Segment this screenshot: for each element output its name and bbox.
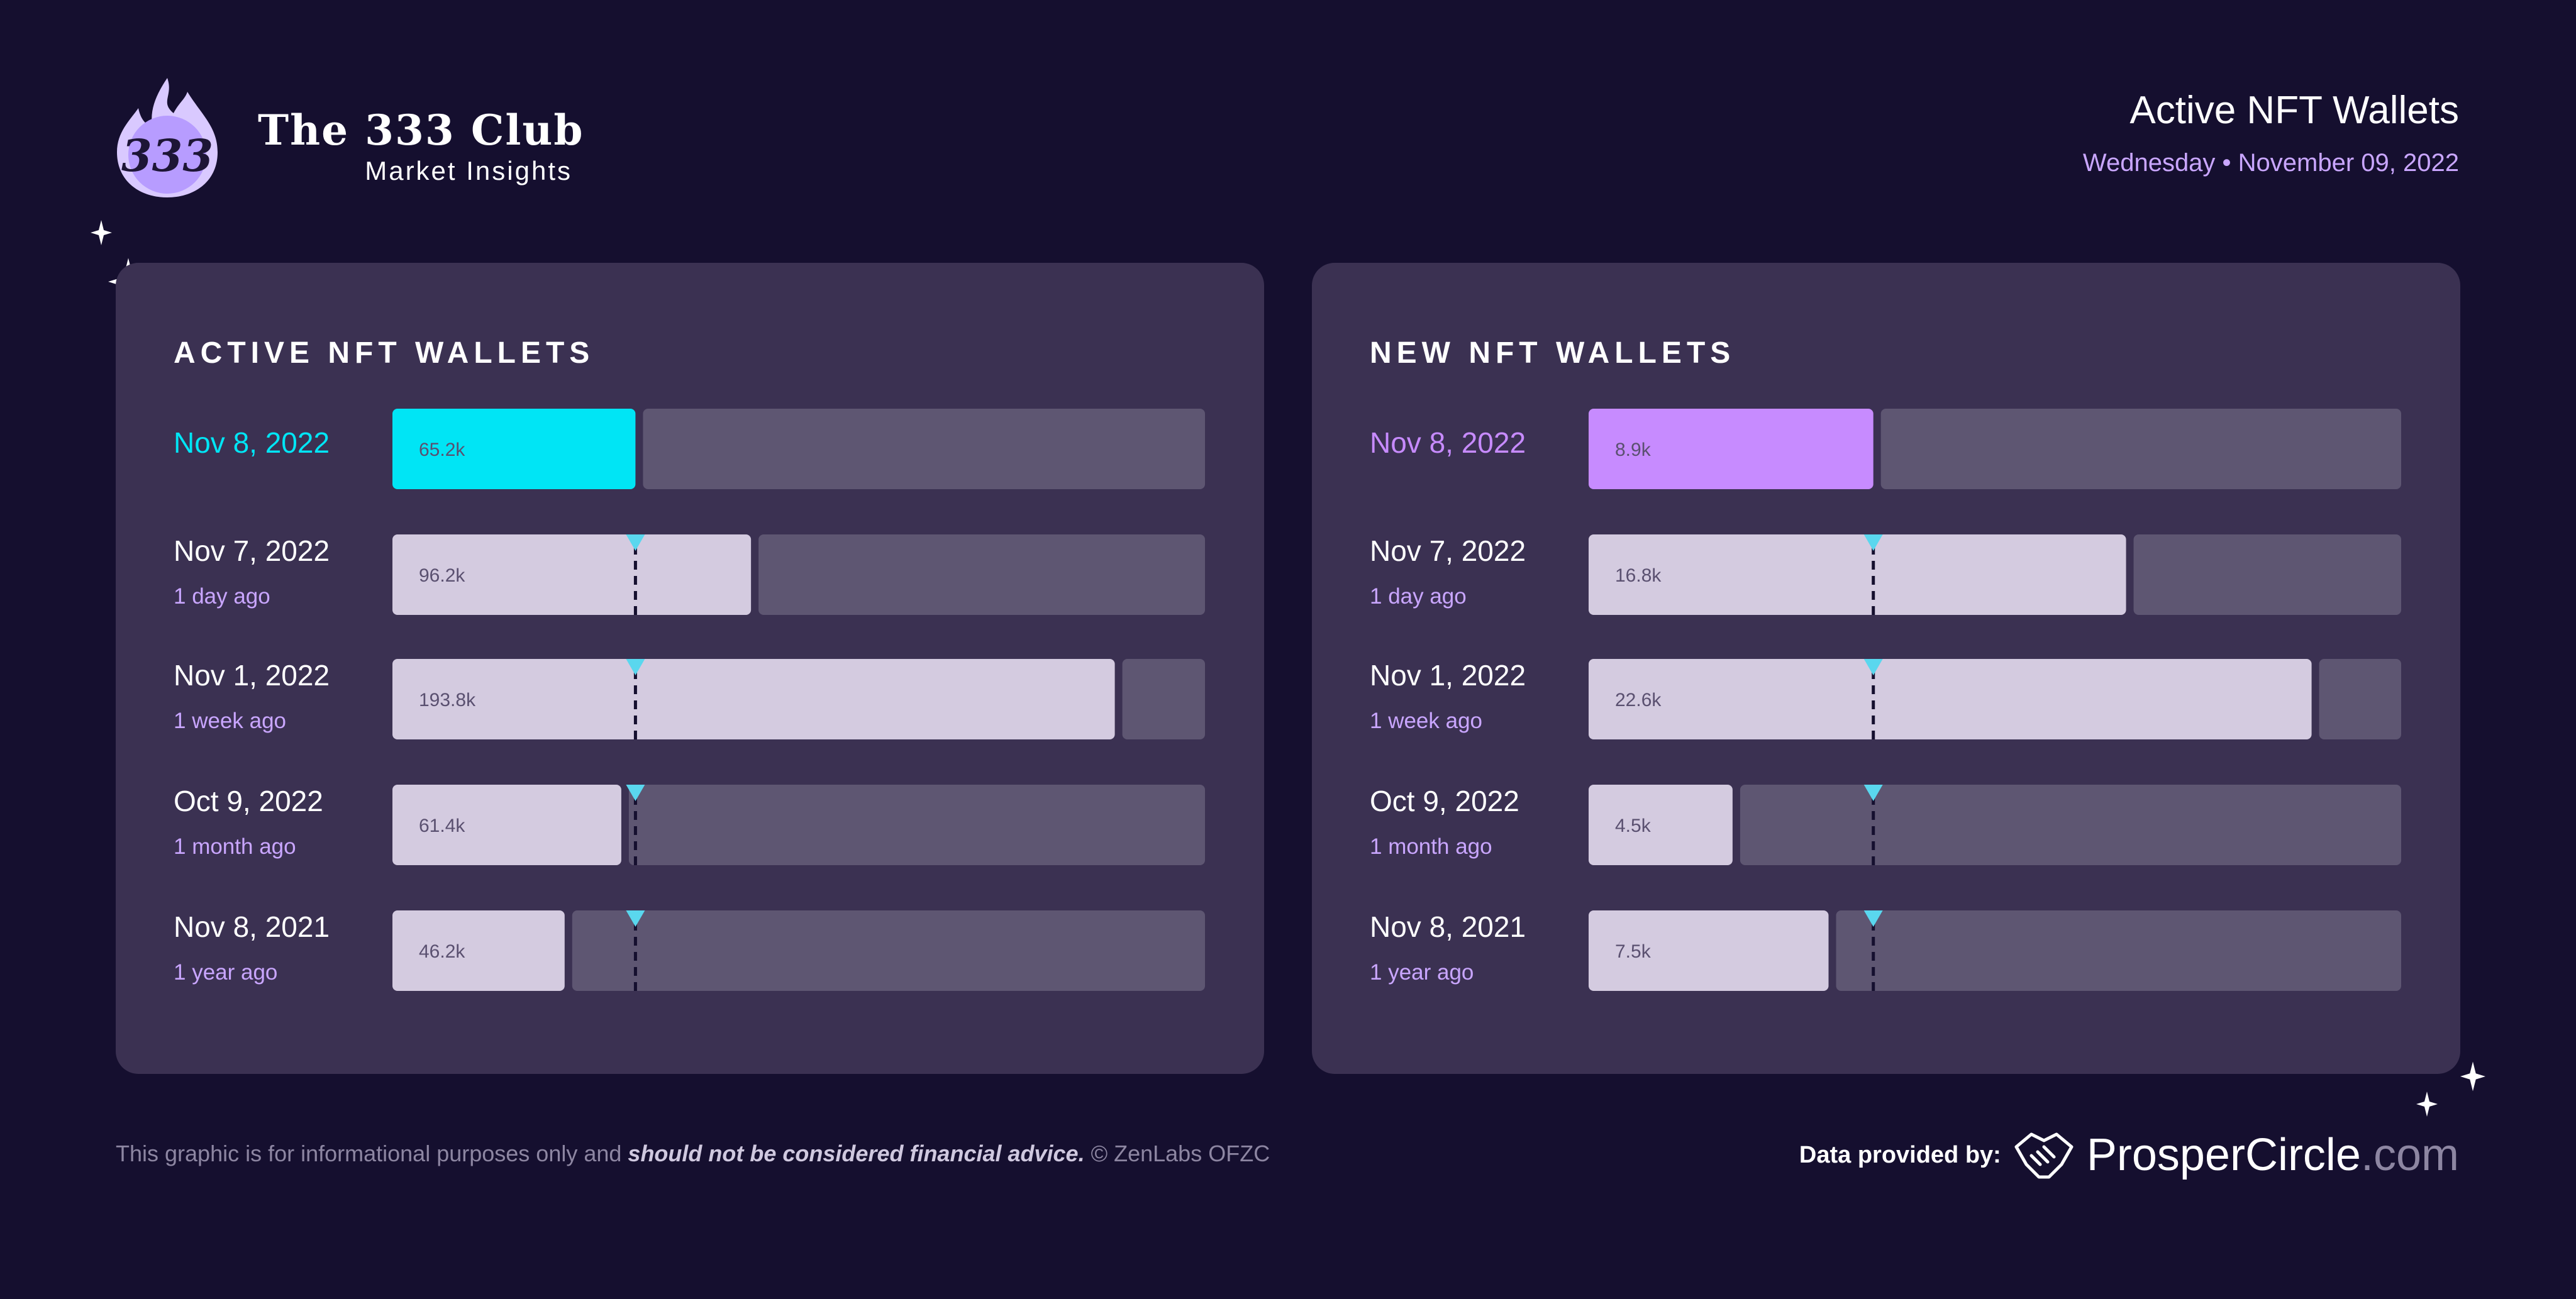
bar	[1589, 659, 2312, 739]
row-relative-label: 1 month ago	[174, 834, 296, 859]
bar	[1589, 785, 1733, 865]
row-relative-label: 1 day ago	[1370, 584, 1467, 609]
bar-track	[758, 534, 1205, 615]
sparkle-icon	[2460, 1061, 2485, 1092]
disclaimer-emphasis: should not be considered financial advic…	[628, 1141, 1085, 1166]
bar	[392, 910, 565, 991]
bar-track	[572, 910, 1205, 991]
provider-name: ProsperCircle	[2086, 1130, 2361, 1180]
reference-marker	[1863, 785, 1883, 801]
reference-marker	[626, 910, 645, 927]
row-date-label: Nov 7, 2022	[1370, 534, 1526, 567]
bar	[1589, 409, 1874, 489]
data-provider: Data provided by: ProsperCircle.com	[1799, 1120, 2459, 1190]
bar-value-label: 8.9k	[1615, 439, 1652, 460]
bar-track	[1880, 409, 2401, 489]
sparkle-icon	[2416, 1092, 2438, 1117]
handshake-icon	[2014, 1132, 2074, 1179]
row-relative-label: 1 year ago	[174, 960, 277, 985]
row-date-label: Nov 8, 2022	[1370, 426, 1526, 459]
row-date-label: Nov 1, 2022	[174, 659, 330, 692]
bar	[392, 409, 636, 489]
reference-marker	[626, 659, 645, 675]
reference-marker	[1863, 534, 1883, 551]
active-wallets-panel: ACTIVE NFT WALLETS 65.2k Nov 8, 2022 96.2k…	[116, 263, 1264, 1074]
row-date-label: Nov 1, 2022	[1370, 659, 1526, 692]
active-wallets-chart: 65.2k Nov 8, 2022 96.2k Nov 7, 2022 1 day ag…	[174, 409, 1205, 991]
brand-subtitle: Market Insights	[365, 156, 572, 185]
bar-track	[1836, 910, 2401, 991]
bar-track	[643, 409, 1205, 489]
reference-marker	[626, 785, 645, 801]
page-header: Active NFT Wallets Wednesday • November …	[2083, 88, 2459, 177]
bar-value-label: 96.2k	[419, 565, 465, 586]
bar	[392, 534, 752, 615]
row-date-label: Oct 9, 2022	[174, 785, 323, 817]
bar-track	[628, 785, 1205, 865]
reference-marker	[1863, 659, 1883, 675]
bar-value-label: 193.8k	[419, 690, 476, 710]
bar-value-label: 7.5k	[1615, 941, 1652, 962]
row-relative-label: 1 week ago	[174, 709, 286, 733]
flame-icon: 333	[117, 78, 218, 197]
bar	[1589, 534, 2126, 615]
bar-value-label: 46.2k	[419, 941, 465, 962]
bar-track	[2133, 534, 2401, 615]
new-wallets-chart: 8.9k Nov 8, 2022 16.8k Nov 7, 2022 1 day ago…	[1370, 409, 2401, 991]
bar-value-label: 4.5k	[1615, 815, 1652, 836]
bar-track	[1740, 785, 2401, 865]
sparkle-icon	[91, 220, 112, 245]
disclaimer: This graphic is for informational purpos…	[116, 1141, 1270, 1167]
page-date: Wednesday • November 09, 2022	[2082, 149, 2459, 177]
row-relative-label: 1 week ago	[1370, 709, 1482, 733]
bar-value-label: 61.4k	[419, 815, 465, 836]
new-wallets-panel: NEW NFT WALLETS 8.9k Nov 8, 2022 16.8k Nov …	[1312, 263, 2460, 1074]
bar-track	[1122, 659, 1205, 739]
page-title: Active NFT Wallets	[2129, 89, 2459, 132]
logo-text: 333	[121, 130, 213, 182]
bar-value-label: 16.8k	[1615, 565, 1662, 586]
row-relative-label: 1 year ago	[1370, 960, 1474, 985]
row-relative-label: 1 month ago	[1370, 834, 1492, 859]
bar	[392, 785, 621, 865]
panel-title: NEW NFT WALLETS	[1370, 336, 1736, 370]
provider-label: Data provided by:	[1799, 1141, 2001, 1168]
row-date-label: Nov 8, 2021	[174, 910, 330, 943]
row-date-label: Nov 8, 2022	[174, 426, 330, 459]
disclaimer-end: © ZenLabs OFZC	[1084, 1141, 1270, 1166]
bar	[1589, 910, 1829, 991]
reference-marker	[626, 534, 645, 551]
disclaimer-start: This graphic is for informational purpos…	[116, 1141, 628, 1166]
panel-title: ACTIVE NFT WALLETS	[174, 336, 595, 370]
row-relative-label: 1 day ago	[174, 584, 270, 609]
brand-title: The 333 Club	[258, 106, 584, 155]
bar-value-label: 65.2k	[419, 439, 465, 460]
row-date-label: Oct 9, 2022	[1370, 785, 1519, 817]
bar	[392, 659, 1115, 739]
bar-value-label: 22.6k	[1615, 690, 1662, 710]
reference-marker	[1863, 910, 1883, 927]
bar-track	[2319, 659, 2401, 739]
row-date-label: Nov 8, 2021	[1370, 910, 1526, 943]
provider-tld: .com	[2360, 1130, 2459, 1180]
row-date-label: Nov 7, 2022	[174, 534, 330, 567]
